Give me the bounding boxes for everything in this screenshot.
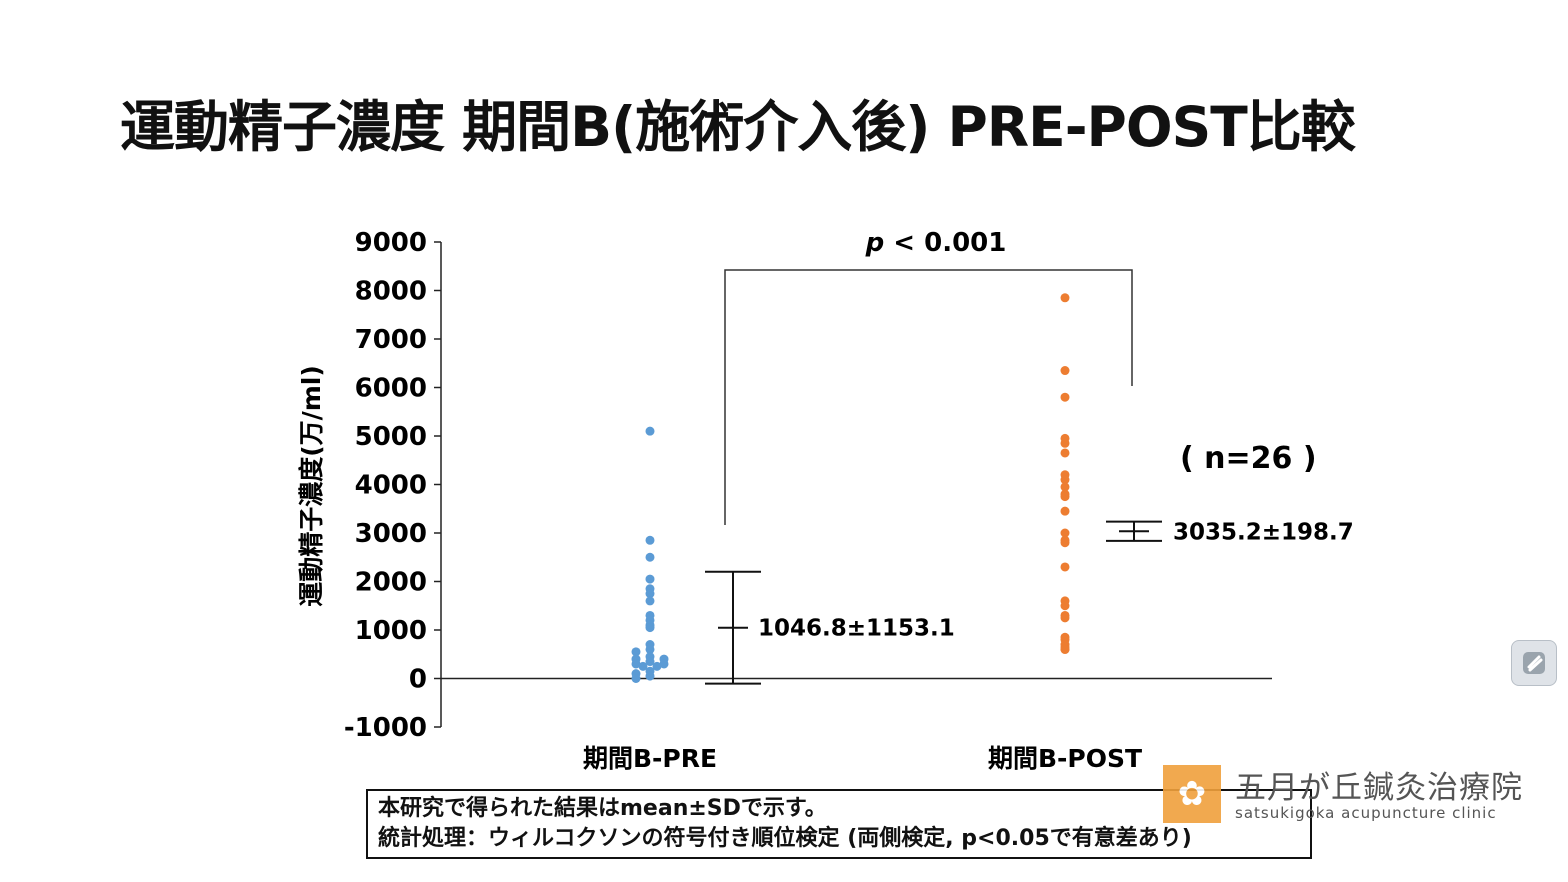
y-tick-label: 1000 [355, 616, 427, 646]
clinic-subtitle: satsukigoka acupuncture clinic [1235, 804, 1497, 822]
data-point [1060, 613, 1070, 623]
data-point [631, 647, 641, 657]
axes [434, 241, 1272, 728]
data-point [645, 535, 655, 545]
data-point [645, 644, 655, 654]
data-point [645, 623, 655, 633]
data-point [645, 589, 655, 599]
flower-logo-icon: ✿ [1163, 765, 1221, 823]
p-value-label: p < 0.001 [865, 228, 1007, 258]
y-tick-label: 9000 [355, 228, 427, 258]
data-point [1060, 506, 1070, 516]
y-tick-label: 0 [409, 665, 427, 695]
sample-size-label: ( n=26 ) [1180, 441, 1317, 476]
data-point [1060, 438, 1070, 448]
data-point [1060, 293, 1070, 303]
data-point [659, 659, 669, 669]
mean-sd-label: 3035.2±198.7 [1173, 519, 1354, 545]
data-point [1060, 528, 1070, 538]
note-line-2: 統計処理：ウィルコクソンの符号付き順位検定 (両側検定, p<0.05で有意差あ… [378, 826, 1192, 851]
sync-icon [1523, 652, 1545, 674]
data-point [645, 657, 655, 667]
data-point [1060, 482, 1070, 492]
y-tick-label: 7000 [355, 325, 427, 355]
clinic-logo: ✿ 五月が丘鍼灸治療院 satsukigoka acupuncture clin… [1163, 765, 1523, 825]
y-tick-label: 3000 [355, 519, 427, 549]
p-value-text: < 0.001 [884, 228, 1006, 258]
data-point [652, 661, 662, 671]
data-point [645, 671, 655, 681]
sync-button[interactable] [1511, 640, 1557, 686]
error-bars [705, 520, 1162, 685]
data-point [645, 426, 655, 436]
methods-note: 本研究で得られた結果はmean±SDで示す。 統計処理：ウィルコクソンの符号付き… [366, 789, 1312, 859]
x-category-label: 期間B-PRE [583, 744, 717, 773]
note-line-1: 本研究で得られた結果はmean±SDで示す。 [378, 796, 827, 821]
x-category-label: 期間B-POST [988, 744, 1142, 773]
data-point [645, 574, 655, 584]
y-tick-labels: 9000 8000 7000 6000 5000 4000 3000 2000 1000 0 -10… [344, 228, 427, 743]
y-axis-label: 運動精子濃度(万/ml) [297, 365, 326, 607]
y-tick-label: 8000 [355, 277, 427, 307]
data-point [1060, 492, 1070, 502]
mean-sd-label: 1046.8±1153.1 [758, 616, 955, 642]
data-point [1060, 366, 1070, 376]
data-point [1060, 562, 1070, 572]
data-point [1060, 448, 1070, 458]
data-point [1060, 475, 1070, 485]
p-value-symbol: p [865, 228, 885, 258]
y-tick-label: -1000 [344, 713, 427, 743]
y-tick-label: 6000 [355, 374, 427, 404]
data-point [645, 596, 655, 606]
significance-bracket [724, 269, 1133, 525]
y-tick-label: 4000 [355, 471, 427, 501]
data-point [1060, 644, 1070, 654]
data-point [638, 661, 648, 671]
data-point [631, 674, 641, 683]
clinic-name: 五月が丘鍼灸治療院 [1235, 770, 1523, 806]
data-point [1060, 601, 1070, 611]
data-points [631, 293, 1070, 683]
y-tick-label: 2000 [355, 568, 427, 598]
data-point [631, 659, 641, 669]
y-tick-label: 5000 [355, 422, 427, 452]
page-title: 運動精子濃度 期間B(施術介入後) PRE-POST比較 [120, 95, 1356, 159]
data-point [645, 552, 655, 562]
chart-labels: 運動精子濃度(万/ml) 期間B-PRE 期間B-POST 1046.8±1153.1… [297, 228, 1354, 773]
data-point [1060, 538, 1070, 548]
data-point [1060, 392, 1070, 402]
